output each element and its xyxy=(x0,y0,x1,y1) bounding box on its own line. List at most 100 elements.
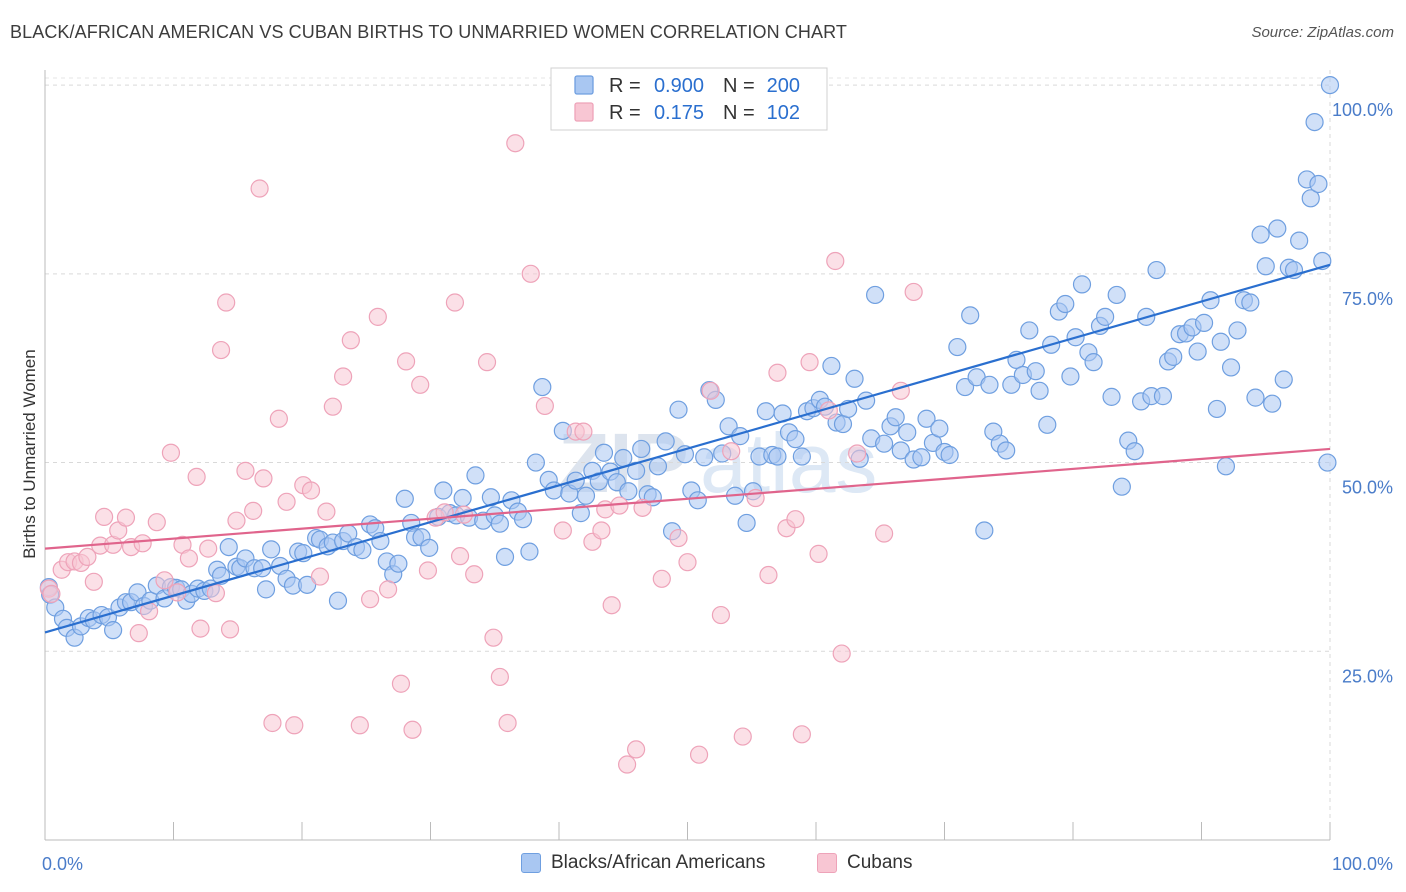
series-0-point-132 xyxy=(845,369,864,388)
series-1-point-18 xyxy=(155,571,174,590)
series-1-points xyxy=(39,134,923,774)
series-0-point-144 xyxy=(917,409,936,428)
series-0-point-202 xyxy=(1256,257,1275,276)
series-0-point-153 xyxy=(975,521,994,540)
series-1-point-81 xyxy=(678,553,697,572)
series-1-point-63 xyxy=(490,667,509,687)
y-tick-label-2: 75.0% xyxy=(1342,289,1393,309)
series-1-point-60 xyxy=(465,565,484,584)
series-1-point-82 xyxy=(689,745,709,764)
series-0-point-157 xyxy=(997,441,1016,460)
series-0-point-197 xyxy=(1228,321,1247,340)
series-0-point-87 xyxy=(571,504,590,523)
series-0-point-58 xyxy=(389,554,408,573)
series-1-point-85 xyxy=(722,442,741,461)
y-tick-labels: 25.0% 50.0% 75.0% 100.0% xyxy=(1332,100,1393,686)
series-1-point-26 xyxy=(206,584,226,603)
series-0-point-174 xyxy=(1096,307,1115,326)
series-1-point-43 xyxy=(323,397,342,416)
series-legend: Blacks/African Americans Cubans xyxy=(0,852,1406,878)
series-0-point-200 xyxy=(1246,388,1265,407)
series-0-point-63 xyxy=(420,538,439,557)
series-0-points xyxy=(39,75,1340,647)
series-0-point-117 xyxy=(756,402,775,421)
series-0-point-186 xyxy=(1164,347,1183,366)
x-tick-label-1: 100.0% xyxy=(1332,854,1393,874)
series-0-point-136 xyxy=(866,285,885,305)
series-0-point-88 xyxy=(576,486,596,505)
series-1-point-79 xyxy=(652,569,671,588)
series-1-point-97 xyxy=(832,644,851,663)
trend-line-0 xyxy=(44,263,1331,634)
series-0-point-210 xyxy=(1301,189,1320,208)
series-1-point-36 xyxy=(269,409,288,428)
series-1-point-89 xyxy=(768,363,787,382)
y-axis-label: Births to Unmarried Women xyxy=(20,349,39,558)
stats-r-label-1: R = xyxy=(609,102,641,124)
series-0-point-164 xyxy=(1038,415,1057,434)
stats-r-value-1: 0.175 xyxy=(654,102,704,124)
series-0-point-106 xyxy=(688,491,707,510)
series-0-point-122 xyxy=(786,430,805,449)
series-0-point-194 xyxy=(1211,332,1230,351)
legend-swatch-pink xyxy=(817,853,837,873)
series-1-point-19 xyxy=(161,443,181,462)
stats-n-value-1: 102 xyxy=(767,102,800,124)
series-0-point-184 xyxy=(1153,387,1173,406)
series-1-point-17 xyxy=(147,513,166,532)
series-0-point-80 xyxy=(526,453,545,472)
series-1-point-77 xyxy=(626,740,646,759)
legend-swatch-blue xyxy=(521,853,541,873)
series-0-point-79 xyxy=(520,542,539,561)
series-0-point-48 xyxy=(328,591,348,610)
series-1-point-88 xyxy=(759,565,778,585)
series-1-point-30 xyxy=(227,511,246,530)
series-0-point-167 xyxy=(1056,294,1075,314)
series-1-point-31 xyxy=(236,461,255,480)
series-1-point-32 xyxy=(244,501,263,520)
series-0-point-205 xyxy=(1274,370,1293,389)
series-1-point-76 xyxy=(618,755,637,774)
series-1-point-67 xyxy=(535,396,554,416)
series-0-point-107 xyxy=(695,448,714,467)
series-1-point-33 xyxy=(250,179,269,198)
series-1-point-74 xyxy=(602,596,621,615)
series-0-point-68 xyxy=(453,488,472,508)
series-1-point-49 xyxy=(378,580,398,599)
series-1-point-22 xyxy=(179,549,199,568)
stats-r-label-0: R = xyxy=(609,75,641,97)
series-1-point-72 xyxy=(592,521,611,540)
series-0-point-74 xyxy=(490,514,509,533)
series-layer xyxy=(39,75,1340,774)
series-1-point-34 xyxy=(254,469,273,488)
series-1-point-51 xyxy=(396,352,416,371)
series-1-point-93 xyxy=(800,353,819,372)
series-0-point-95 xyxy=(619,482,638,501)
legend-label-cubans: Cubans xyxy=(847,852,913,873)
source-label: Source: ZipAtlas.com xyxy=(1251,24,1394,41)
series-1-point-65 xyxy=(506,134,525,153)
stats-n-label-0: N = xyxy=(723,75,755,97)
stats-swatch-0 xyxy=(574,75,594,95)
series-0-point-37 xyxy=(262,540,281,559)
stats-swatch-1 xyxy=(574,102,594,122)
series-1-point-83 xyxy=(701,381,720,400)
series-0-point-150 xyxy=(955,377,975,397)
series-0-point-176 xyxy=(1107,285,1126,305)
series-0-point-140 xyxy=(891,441,910,460)
series-0-point-195 xyxy=(1216,457,1236,476)
series-0-point-154 xyxy=(980,375,999,394)
series-1-point-42 xyxy=(317,502,336,521)
series-1-point-86 xyxy=(733,727,752,746)
series-0-point-214 xyxy=(1318,453,1337,472)
series-0-point-100 xyxy=(648,457,668,476)
chart-title: BLACK/AFRICAN AMERICAN VS CUBAN BIRTHS T… xyxy=(10,22,847,42)
y-tick-label-0: 25.0% xyxy=(1342,666,1393,686)
series-0-point-177 xyxy=(1112,477,1131,496)
series-1-point-50 xyxy=(391,674,411,693)
series-1-point-15 xyxy=(133,534,152,553)
series-0-point-143 xyxy=(912,448,931,467)
y-tick-label-1: 50.0% xyxy=(1342,478,1393,498)
series-0-point-201 xyxy=(1251,225,1270,244)
series-0-point-70 xyxy=(466,466,485,485)
